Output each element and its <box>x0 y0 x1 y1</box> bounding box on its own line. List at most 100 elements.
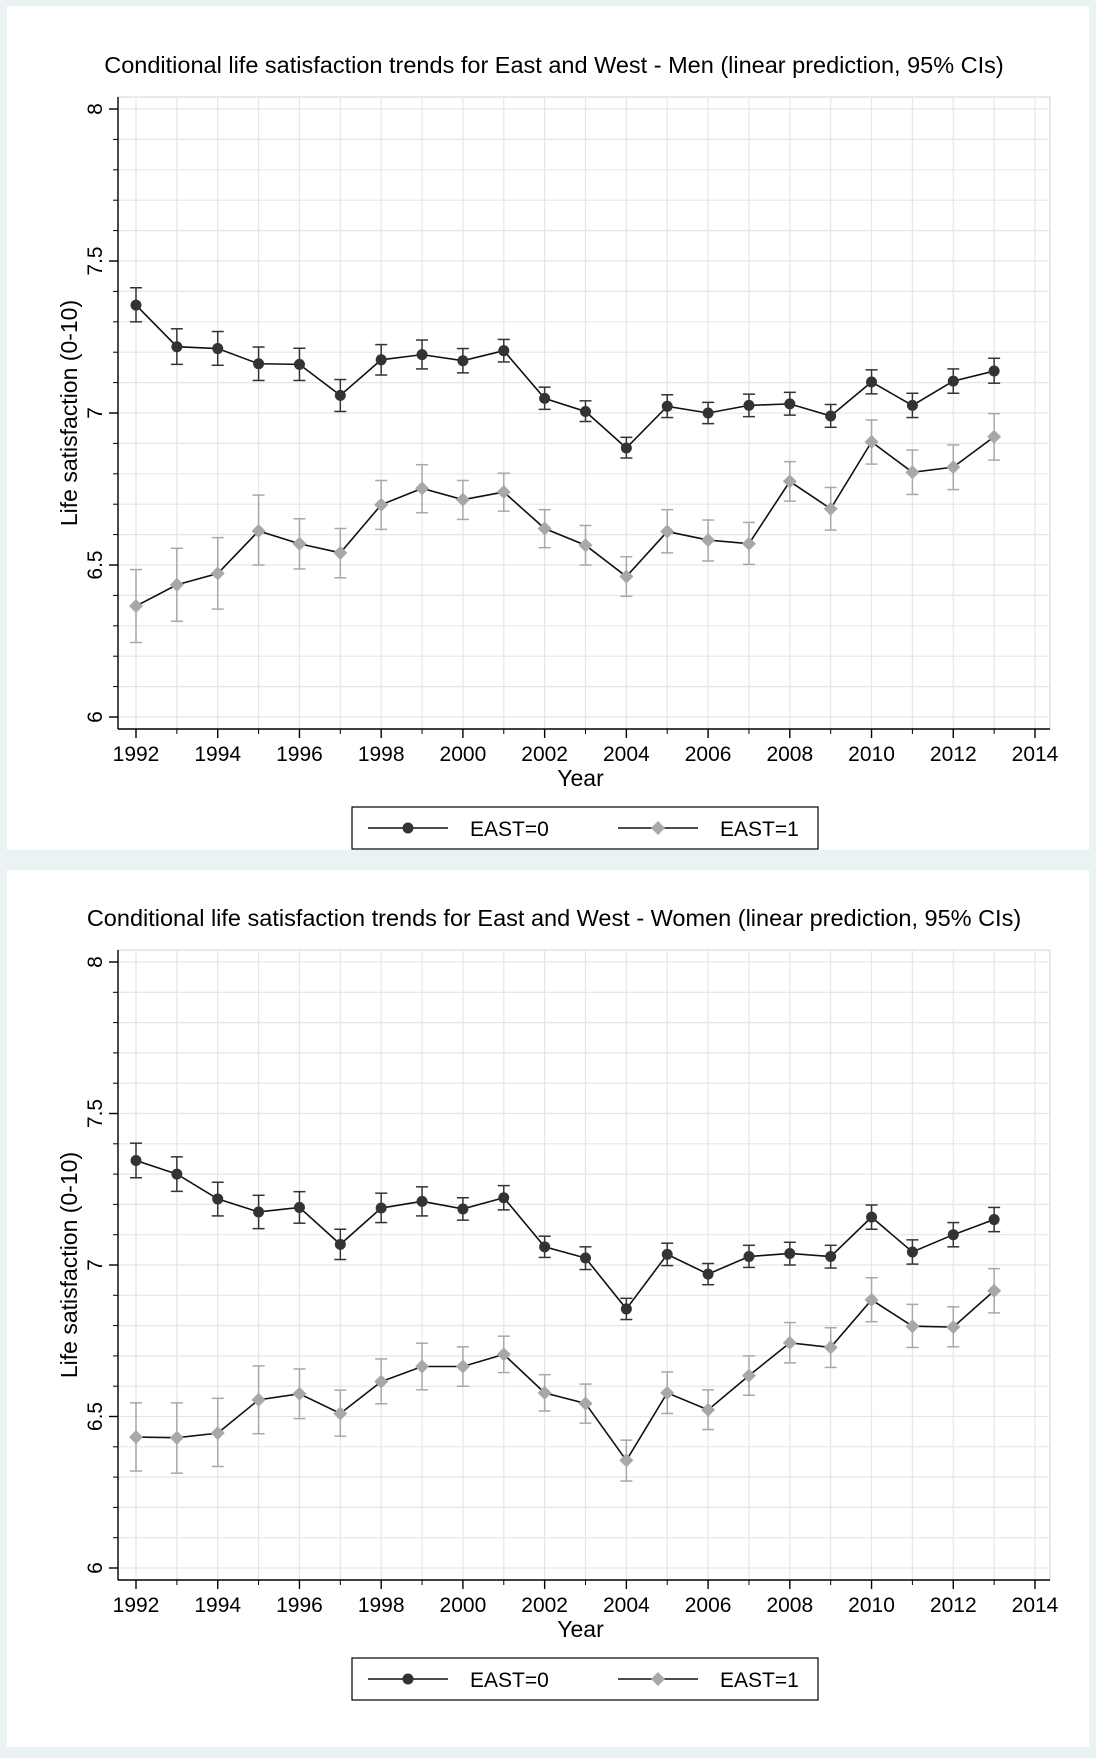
y-tick-label: 6 <box>84 711 107 723</box>
data-point <box>782 474 797 489</box>
x-tick-label: 1998 <box>358 743 405 766</box>
x-tick-label: 2008 <box>766 1594 813 1617</box>
data-point <box>825 410 837 422</box>
data-point <box>743 399 755 411</box>
legend-marker <box>402 822 414 834</box>
data-point <box>702 407 714 419</box>
data-point <box>415 481 430 496</box>
legend-item: EAST=1 <box>618 818 799 841</box>
data-point <box>743 1251 755 1263</box>
data-point <box>169 1430 184 1445</box>
legend: EAST=0 EAST=1 <box>351 1657 819 1701</box>
data-point <box>455 492 470 507</box>
data-point <box>784 1247 796 1259</box>
data-point <box>539 1241 551 1253</box>
data-point <box>130 299 142 311</box>
data-point <box>334 389 346 401</box>
x-tick-label: 2008 <box>766 743 813 766</box>
data-point <box>455 1359 470 1374</box>
x-tick-label: 2006 <box>685 743 732 766</box>
series-east-0 <box>130 287 1001 459</box>
data-point <box>825 1251 837 1263</box>
data-point <box>906 399 918 411</box>
legend-marker <box>402 1673 414 1685</box>
data-point <box>375 354 387 366</box>
data-point <box>130 1154 142 1166</box>
data-point <box>498 345 510 357</box>
data-point <box>212 343 224 355</box>
data-point <box>374 1374 389 1389</box>
legend: EAST=0 EAST=1 <box>351 806 819 850</box>
data-point <box>416 349 428 361</box>
chart-panel-1: 6 6.5 7 7.5 8 1992 1994 1996 1998 2000 2002 2004 200… <box>7 6 1089 850</box>
data-point <box>539 392 551 404</box>
x-axis-title: Year <box>557 1616 604 1642</box>
y-tick-label: 7 <box>84 1259 107 1271</box>
data-point <box>905 465 920 480</box>
data-point <box>374 497 389 512</box>
data-point <box>457 1203 469 1215</box>
x-tick-label: 2000 <box>440 1594 487 1617</box>
data-point <box>702 1268 714 1280</box>
x-tick-label: 1992 <box>113 1594 160 1617</box>
series-line <box>135 1159 995 1311</box>
x-tick-label: 1998 <box>358 1594 405 1617</box>
data-point <box>823 501 838 516</box>
data-point <box>415 1359 430 1374</box>
data-point <box>987 1283 1002 1298</box>
legend-item: EAST=0 <box>368 818 549 841</box>
chart-title: Conditional life satisfaction trends for… <box>104 52 1004 78</box>
data-point <box>375 1202 387 1214</box>
data-point <box>537 521 552 536</box>
x-tick-label: 2000 <box>440 743 487 766</box>
x-tick-label: 2014 <box>1012 743 1059 766</box>
series-east-1 <box>129 1267 1002 1482</box>
x-tick-label: 2010 <box>848 743 895 766</box>
data-point <box>701 533 716 548</box>
chart-title: Conditional life satisfaction trends for… <box>87 905 1021 931</box>
data-point <box>906 1246 918 1258</box>
y-tick-label: 6 <box>84 1562 107 1574</box>
y-axis-title: Life satisfaction (0-10) <box>56 300 82 526</box>
data-point <box>947 375 959 387</box>
data-point <box>620 442 632 454</box>
x-tick-label: 1996 <box>276 743 323 766</box>
data-point <box>496 1347 511 1362</box>
data-point <box>292 536 307 551</box>
data-point <box>293 358 305 370</box>
data-point <box>580 405 591 417</box>
x-tick-label: 1992 <box>113 743 160 766</box>
data-point <box>496 485 511 500</box>
data-point <box>251 523 266 538</box>
data-point <box>253 1206 265 1218</box>
y-tick-label: 8 <box>84 103 107 115</box>
y-axis-title: Life satisfaction (0-10) <box>56 1152 82 1378</box>
legend-label: EAST=0 <box>470 1669 549 1692</box>
x-tick-label: 2004 <box>603 743 650 766</box>
data-point <box>782 1335 797 1350</box>
data-point <box>578 538 593 553</box>
data-point <box>987 429 1002 444</box>
y-tick-label: 6.5 <box>84 1402 107 1431</box>
series-line <box>135 304 995 450</box>
data-point <box>620 1303 632 1315</box>
data-point <box>251 1392 266 1407</box>
data-point <box>580 1252 591 1264</box>
data-point <box>741 536 756 551</box>
data-point <box>334 1238 346 1250</box>
data-point <box>619 569 634 584</box>
chart-panel-2: 6 6.5 7 7.5 8 1992 1994 1996 1998 2000 2002 2004 200… <box>7 870 1089 1747</box>
series-east-1 <box>129 412 1002 644</box>
data-point <box>293 1201 305 1213</box>
series-line <box>135 436 995 607</box>
data-point <box>129 599 143 614</box>
data-point <box>333 1406 348 1421</box>
legend-label: EAST=1 <box>720 1669 799 1692</box>
data-point <box>741 1368 756 1383</box>
x-tick-label: 2012 <box>930 1594 977 1617</box>
x-tick-label: 1996 <box>276 1594 323 1617</box>
data-point <box>660 524 675 539</box>
legend-marker <box>651 1672 665 1686</box>
